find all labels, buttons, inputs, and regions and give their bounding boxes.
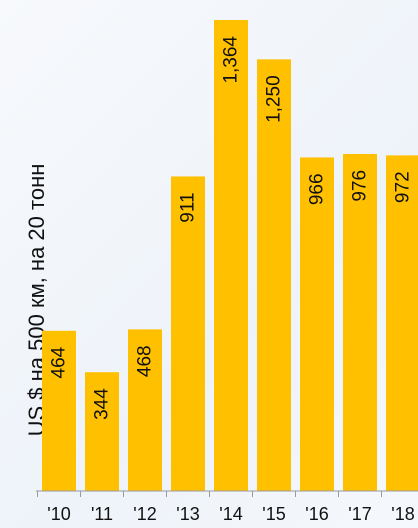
x-tick-label: '14 — [219, 504, 242, 524]
bar-value-label: 464 — [49, 346, 70, 378]
bar — [386, 155, 418, 491]
bar-value-label: 1,250 — [264, 75, 285, 123]
x-tick-label: '17 — [348, 504, 371, 524]
x-tick-label: '15 — [262, 504, 285, 524]
bar — [42, 330, 76, 491]
bar-value-label: 344 — [92, 388, 113, 420]
x-tick-label: '18 — [391, 504, 414, 524]
bar — [128, 329, 162, 491]
bar — [257, 59, 291, 491]
bar — [300, 157, 334, 491]
x-tick-label: '10 — [47, 504, 70, 524]
bar-value-label: 976 — [350, 170, 371, 202]
bar — [171, 176, 205, 491]
bar-value-label: 972 — [393, 171, 414, 203]
x-tick-label: '16 — [305, 504, 328, 524]
x-axis-ticks: '10 '11 '12 '13 '14 '15 '16 '17 '18 — [37, 491, 415, 524]
bar-value-label: 1,364 — [221, 36, 242, 84]
bar-value-label: 911 — [178, 192, 199, 222]
x-tick-label: '11 — [91, 504, 113, 524]
x-tick-label: '13 — [176, 504, 199, 524]
bar — [343, 153, 377, 491]
bar — [214, 20, 248, 491]
bar-value-label: 966 — [307, 173, 328, 205]
x-tick-label: '12 — [133, 504, 156, 524]
bars-group: 464 344 468 911 1,364 1,250 966 976 972 — [42, 20, 418, 491]
bar — [85, 372, 119, 491]
bar-value-label: 468 — [135, 345, 156, 377]
